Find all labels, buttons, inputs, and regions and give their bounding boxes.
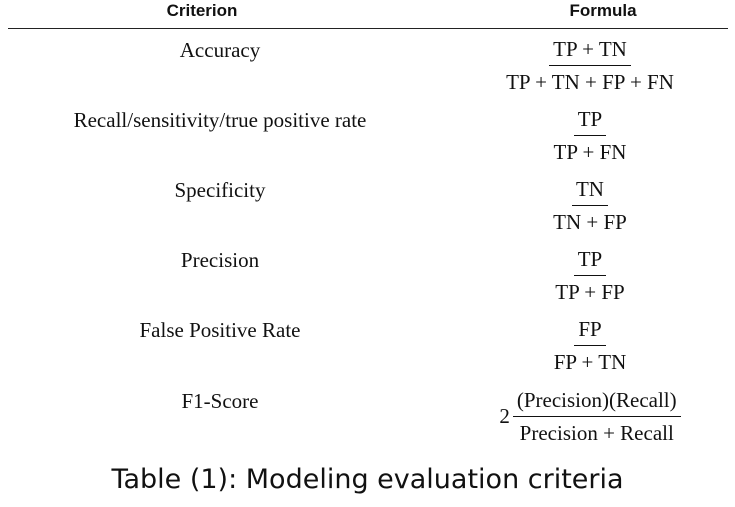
fraction: TP TP + FN	[550, 105, 631, 166]
denominator: TP + TN + FP + FN	[506, 70, 674, 94]
formula-cell: TP + TN TP + TN + FP + FN	[470, 35, 710, 96]
formula-column-header: Formula	[569, 1, 637, 20]
criterion-cell: False Positive Rate	[139, 318, 301, 342]
criterion-cell: Specificity	[174, 178, 266, 202]
numerator: FP	[574, 315, 606, 346]
denominator: TP + FP	[555, 280, 625, 304]
criterion-cell: Accuracy	[179, 38, 261, 62]
criterion-cell: F1-Score	[181, 389, 259, 413]
numerator: TP + TN	[549, 35, 631, 66]
fraction: FP FP + TN	[550, 315, 631, 376]
table-header-row: Criterion Formula	[0, 0, 735, 28]
formula-cell: TP TP + FN	[470, 105, 710, 166]
numerator: (Precision)(Recall)	[512, 386, 681, 417]
fraction: TP TP + FP	[551, 245, 628, 306]
criterion-cell: Precision	[180, 248, 260, 272]
numerator: TP	[573, 105, 607, 136]
formula-cell: TN TN + FP	[470, 175, 710, 236]
numerator: TP	[573, 245, 607, 276]
table-row: False Positive Rate FP FP + TN	[0, 313, 735, 383]
denominator: Precision + Recall	[519, 421, 674, 445]
formula-cell: 2 (Precision)(Recall) Precision + Recall	[470, 386, 710, 447]
denominator: TP + FN	[553, 140, 627, 164]
table-row: Recall/sensitivity/true positive rate TP…	[0, 103, 735, 173]
denominator: TN + FP	[553, 210, 627, 234]
denominator: FP + TN	[553, 350, 627, 374]
header-rule	[8, 28, 728, 29]
table-caption: Table (1): Modeling evaluation criteria	[111, 464, 624, 495]
coefficient: 2	[499, 404, 510, 428]
criterion-column-header: Criterion	[166, 1, 238, 20]
formula-cell: TP TP + FP	[470, 245, 710, 306]
criterion-cell: Recall/sensitivity/true positive rate	[73, 108, 367, 132]
table-row: Accuracy TP + TN TP + TN + FP + FN	[0, 33, 735, 103]
formula-cell: FP FP + TN	[470, 315, 710, 376]
fraction: TP + TN TP + TN + FP + FN	[502, 35, 678, 96]
fraction: (Precision)(Recall) Precision + Recall	[512, 386, 681, 447]
table-row: Specificity TN TN + FP	[0, 173, 735, 243]
numerator: TN	[571, 175, 608, 206]
table-row: Precision TP TP + FP	[0, 243, 735, 313]
fraction: TN TN + FP	[549, 175, 631, 236]
table-row: F1-Score 2 (Precision)(Recall) Precision…	[0, 384, 735, 454]
